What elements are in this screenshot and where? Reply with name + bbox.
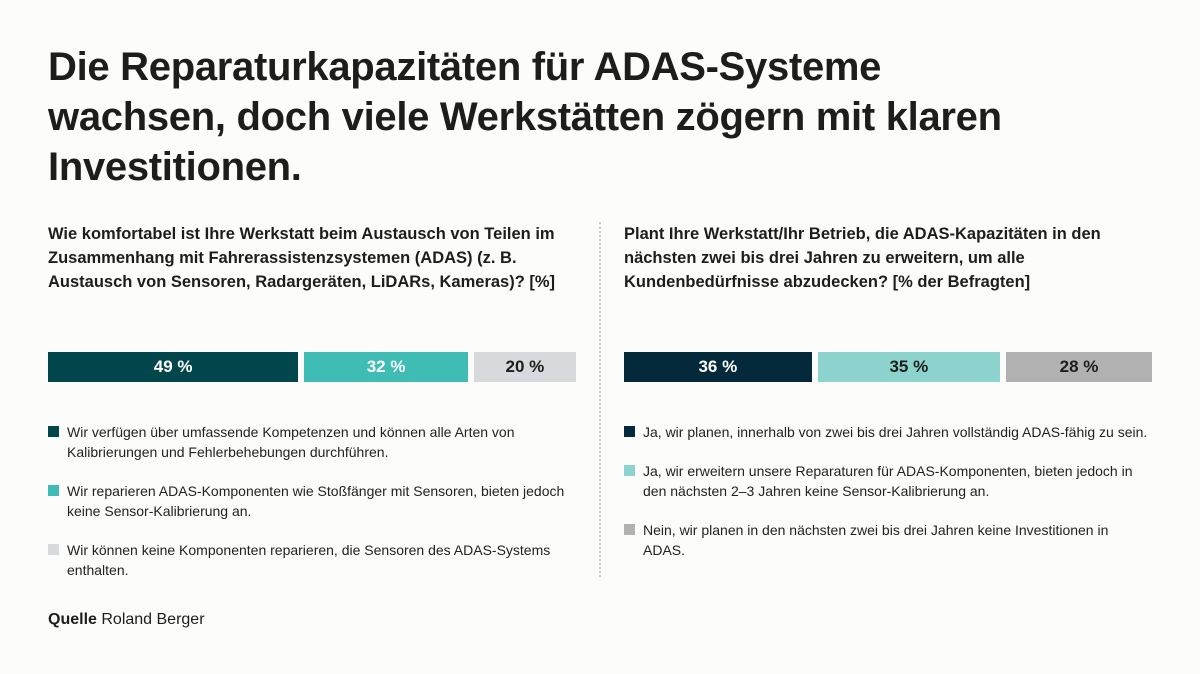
bar-segment: 28 % xyxy=(1006,352,1152,382)
left-question: Wie komfortabel ist Ihre Werkstatt beim … xyxy=(48,225,556,291)
legend-text: Wir reparieren ADAS-Komponenten wie Stoß… xyxy=(67,483,565,519)
legend-item: Wir verfügen über umfassende Kompetenzen… xyxy=(48,422,576,462)
source-value: Roland Berger xyxy=(101,611,205,628)
legend-swatch xyxy=(624,465,635,476)
legend-text: Wir verfügen über umfassende Kompetenzen… xyxy=(67,424,515,460)
legend-swatch xyxy=(48,544,59,555)
legend-item: Wir reparieren ADAS-Komponenten wie Stoß… xyxy=(48,481,576,521)
legend-text: Ja, wir planen, innerhalb von zwei bis d… xyxy=(643,424,1148,440)
left-legend: Wir verfügen über umfassende Kompetenzen… xyxy=(48,422,576,580)
legend-text: Ja, wir erweitern unsere Reparaturen für… xyxy=(643,463,1133,499)
right-bars: 36 % 35 % 28 % xyxy=(624,352,1152,382)
legend-swatch xyxy=(624,524,635,535)
left-bars: 49 % 32 % 20 % xyxy=(48,352,576,382)
source-label: Quelle xyxy=(48,611,97,628)
right-question: Plant Ihre Werkstatt/Ihr Betrieb, die AD… xyxy=(624,225,1101,291)
divider xyxy=(599,222,601,577)
left-chart: Wie komfortabel ist Ihre Werkstatt beim … xyxy=(48,222,576,599)
legend-item: Nein, wir planen in den nächsten zwei bi… xyxy=(624,520,1152,560)
legend-swatch xyxy=(48,485,59,496)
bar-segment: 35 % xyxy=(817,352,1001,382)
right-chart: Plant Ihre Werkstatt/Ihr Betrieb, die AD… xyxy=(624,222,1152,579)
legend-item: Wir können keine Komponenten reparieren,… xyxy=(48,540,576,580)
source: Quelle Roland Berger xyxy=(48,611,205,629)
page-title: Die Reparaturkapazitäten für ADAS-System… xyxy=(48,45,1002,189)
right-legend: Ja, wir planen, innerhalb von zwei bis d… xyxy=(624,422,1152,560)
bar-segment: 32 % xyxy=(304,352,468,382)
legend-item: Ja, wir planen, innerhalb von zwei bis d… xyxy=(624,422,1152,442)
legend-text: Nein, wir planen in den nächsten zwei bi… xyxy=(643,522,1109,558)
bar-segment: 36 % xyxy=(624,352,812,382)
legend-text: Wir können keine Komponenten reparieren,… xyxy=(67,542,551,578)
bar-segment: 20 % xyxy=(473,352,576,382)
legend-swatch xyxy=(624,426,635,437)
legend-item: Ja, wir erweitern unsere Reparaturen für… xyxy=(624,461,1152,501)
legend-swatch xyxy=(48,426,59,437)
bar-segment: 49 % xyxy=(48,352,299,382)
